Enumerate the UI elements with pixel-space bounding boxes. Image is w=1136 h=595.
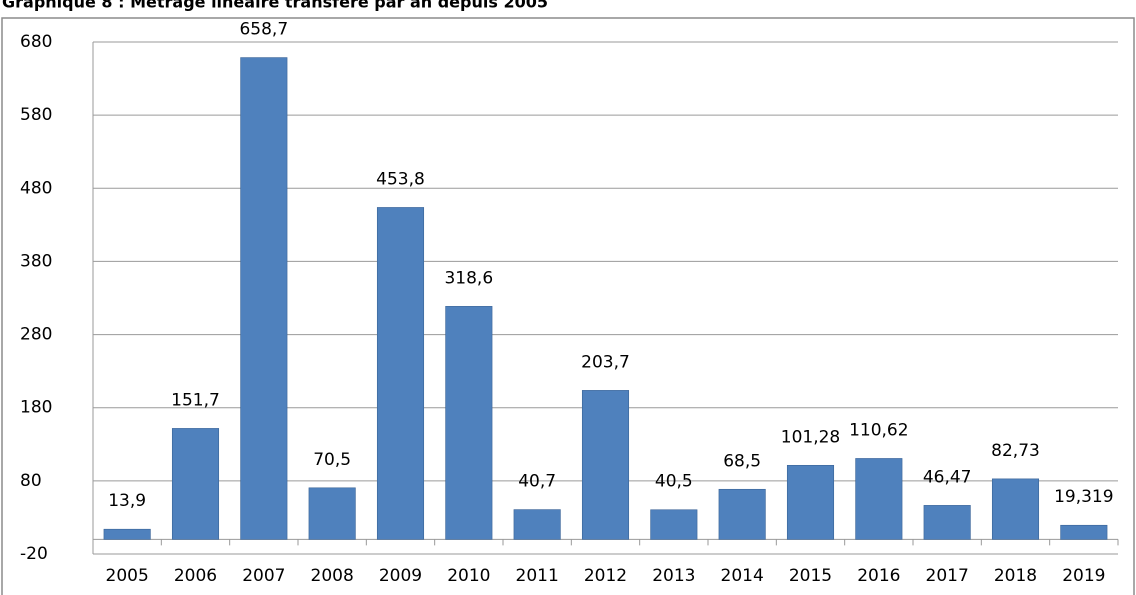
y-tick-label: 80 xyxy=(20,471,42,491)
bar xyxy=(581,390,630,540)
x-tick-label: 2008 xyxy=(311,566,354,586)
x-tick-label: 2016 xyxy=(857,566,900,586)
bar xyxy=(923,505,971,540)
y-tick-label: 480 xyxy=(20,178,52,198)
data-label: 453,8 xyxy=(376,169,425,189)
y-tick-label: -20 xyxy=(20,544,48,564)
x-tick-label: 2019 xyxy=(1062,566,1105,586)
bar xyxy=(991,478,1040,540)
x-tick-label: 2005 xyxy=(106,566,149,586)
bar xyxy=(786,464,835,540)
x-tick-label: 2006 xyxy=(174,566,217,586)
x-tick-label: 2017 xyxy=(926,566,969,586)
x-tick-label: 2011 xyxy=(516,566,559,586)
data-label: 68,5 xyxy=(723,451,761,471)
data-label: 40,7 xyxy=(518,472,556,492)
bar xyxy=(445,306,493,540)
x-tick-label: 2018 xyxy=(994,566,1037,586)
data-label: 151,7 xyxy=(171,390,220,410)
chart-frame xyxy=(1,17,1135,595)
bar xyxy=(308,487,356,540)
bar xyxy=(240,57,288,540)
data-label: 110,62 xyxy=(849,420,908,440)
bar xyxy=(718,488,766,540)
data-label: 46,47 xyxy=(923,467,972,487)
bar xyxy=(376,207,425,540)
x-tick-label: 2007 xyxy=(242,566,285,586)
x-tick-label: 2009 xyxy=(379,566,422,586)
data-label: 203,7 xyxy=(581,352,630,372)
bar xyxy=(650,509,698,540)
y-tick-label: 280 xyxy=(20,325,52,345)
data-label: 658,7 xyxy=(239,20,288,40)
y-tick-label: 680 xyxy=(20,32,52,52)
data-label: 70,5 xyxy=(313,450,351,470)
bar xyxy=(171,428,220,540)
data-label: 318,6 xyxy=(444,268,493,288)
x-tick-label: 2013 xyxy=(652,566,695,586)
bar xyxy=(513,509,561,540)
data-label: 19,319 xyxy=(1054,487,1113,507)
bar xyxy=(855,458,903,540)
data-label: 82,73 xyxy=(991,441,1040,461)
chart-title: Graphique 8 : Métrage linéaire transféré… xyxy=(2,0,548,12)
bar xyxy=(103,528,151,540)
data-label: 13,9 xyxy=(108,491,146,511)
x-tick-label: 2010 xyxy=(447,566,490,586)
data-label: 101,28 xyxy=(781,427,840,447)
y-tick-label: 580 xyxy=(20,105,52,125)
y-tick-label: 180 xyxy=(20,398,52,418)
bar xyxy=(1060,524,1108,540)
x-tick-label: 2014 xyxy=(721,566,764,586)
x-tick-label: 2015 xyxy=(789,566,832,586)
y-tick-label: 380 xyxy=(20,251,52,271)
data-label: 40,5 xyxy=(655,472,693,492)
x-tick-label: 2012 xyxy=(584,566,627,586)
